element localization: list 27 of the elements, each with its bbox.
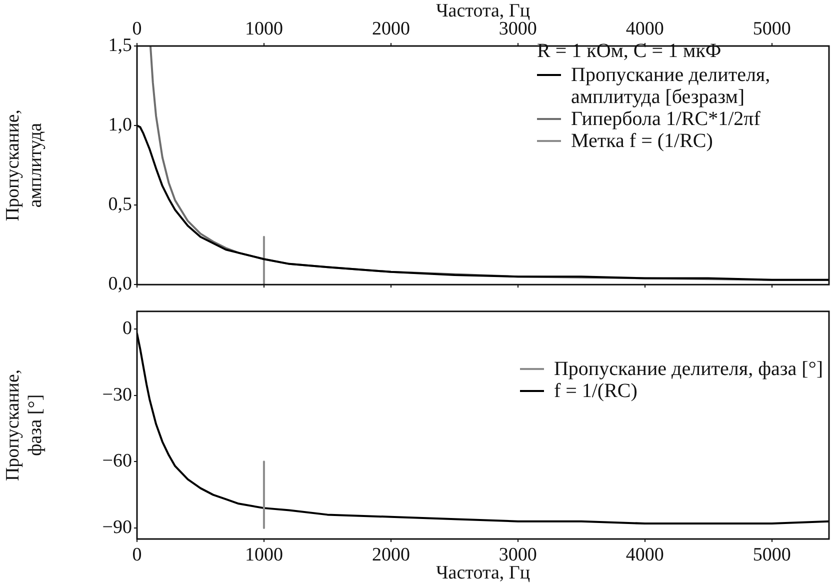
- y-tick-label: 0,0: [108, 274, 132, 295]
- y-axis-title: Пропускание, амплитуда: [2, 109, 46, 222]
- legend-label: Пропускание делителя, амплитуда [безразм]: [571, 64, 772, 108]
- y-tick-label: −30: [102, 384, 132, 406]
- y-tick-label: −90: [102, 516, 132, 538]
- y-tick-label: 1,0: [108, 114, 132, 136]
- x-tick-label: 2000: [372, 544, 410, 566]
- legend-label: Гипербола 1/RC*1/2πf: [571, 108, 760, 130]
- y-tick-label: 0,5: [108, 194, 132, 216]
- x2-tick-label: 5000: [752, 18, 791, 40]
- legend-label: Метка f = (1/RC): [571, 130, 713, 152]
- x2-tick-label: 1000: [244, 18, 283, 40]
- x-tick-label: 1000: [244, 544, 283, 566]
- legend-label: Пропускание делителя, фаза [°]: [554, 358, 823, 380]
- x-axis-title: Частота, Гц: [436, 562, 530, 584]
- x2-axis-title: Частота, Гц: [436, 0, 530, 22]
- x-tick-label: 4000: [626, 544, 664, 566]
- x2-tick-label: 2000: [372, 18, 410, 40]
- y-tick-label: 1,5: [108, 34, 132, 56]
- x2-tick-label: 4000: [626, 18, 664, 40]
- x-tick-label: 3000: [498, 544, 537, 566]
- legend-label: f = 1/(RC): [554, 380, 638, 402]
- x2-tick-label: 3000: [498, 18, 537, 40]
- y-tick-label: 0: [122, 318, 132, 340]
- y-tick-label: −60: [102, 450, 132, 472]
- y-axis-title: Пропускание, фаза [°]: [2, 369, 46, 482]
- x-tick-label: 5000: [752, 544, 791, 566]
